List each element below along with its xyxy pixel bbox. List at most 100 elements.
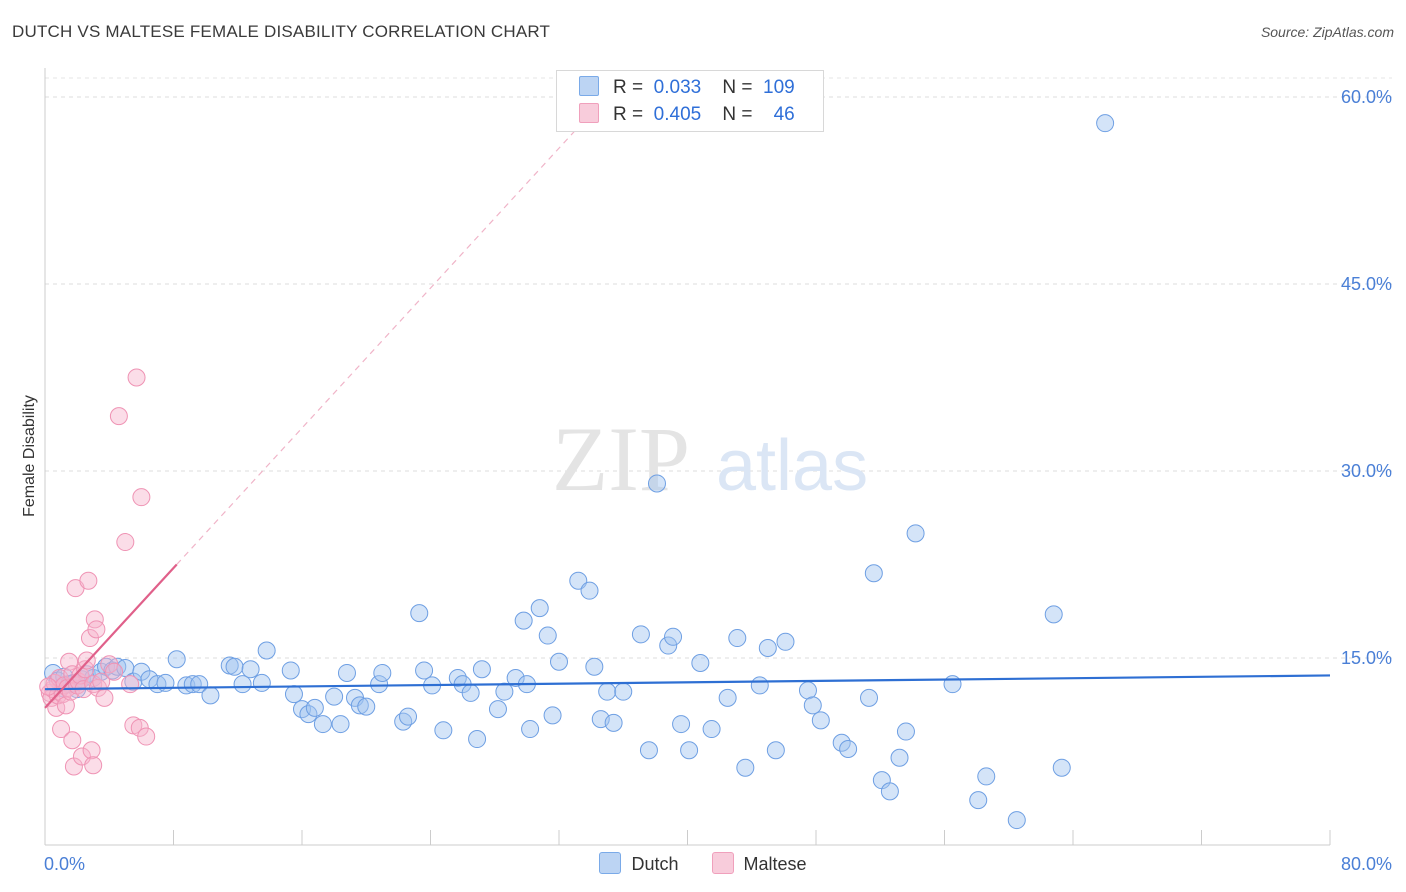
dutch-point-27 xyxy=(233,675,252,694)
dutch-point-39 xyxy=(337,663,356,682)
maltese-legend-label: Maltese xyxy=(743,854,807,874)
chart-title: DUTCH VS MALTESE FEMALE DISABILITY CORRE… xyxy=(12,22,551,41)
dutch-point-35 xyxy=(305,698,324,717)
dutch-point-31 xyxy=(281,661,300,680)
dutch-point-104 xyxy=(1007,811,1026,830)
dutch-point-63 xyxy=(538,626,557,645)
dutch-n-value: 109 xyxy=(763,77,795,98)
dutch-point-26 xyxy=(225,657,244,676)
maltese-swatch xyxy=(579,103,599,123)
dutch-point-82 xyxy=(718,688,737,707)
maltese-r-label: R = xyxy=(613,104,644,125)
dutch-point-76 xyxy=(659,636,678,655)
dutch-point-42 xyxy=(357,697,376,716)
dutch-point-48 xyxy=(415,661,434,680)
dutch-point-102 xyxy=(969,791,988,810)
maltese-point-7 xyxy=(52,720,71,739)
dutch-point-95 xyxy=(864,564,883,583)
dutch-point-77 xyxy=(664,627,683,646)
dutch-point-83 xyxy=(728,629,747,648)
maltese-point-44 xyxy=(137,727,156,746)
source-credit: Source: ZipAtlas.com xyxy=(1260,24,1394,40)
dutch-point-24 xyxy=(201,686,220,705)
dutch-point-78 xyxy=(672,715,691,734)
maltese-point-25 xyxy=(79,571,98,590)
maltese-n-value: 46 xyxy=(773,104,795,125)
tick-labels: 15.0% 30.0% 45.0% 60.0% 0.0% 80.0% xyxy=(44,87,1392,874)
dutch-point-53 xyxy=(461,683,480,702)
dutch-point-38 xyxy=(331,715,350,734)
x-tick-label-min: 0.0% xyxy=(44,854,85,874)
dutch-point-91 xyxy=(811,711,830,730)
maltese-point-37 xyxy=(109,407,128,426)
axes xyxy=(44,68,1331,846)
dutch-point-64 xyxy=(543,706,562,725)
maltese-point-34 xyxy=(95,688,114,707)
legend-row-dutch: R = 0.033 N = 109 xyxy=(579,76,795,100)
dutch-point-32 xyxy=(284,685,303,704)
dutch-point-45 xyxy=(394,712,413,731)
dutch-point-89 xyxy=(798,681,817,700)
dutch-point-43 xyxy=(370,675,389,694)
legend-item-dutch[interactable]: Dutch xyxy=(599,852,678,875)
dutch-point-68 xyxy=(585,657,604,676)
dutch-point-80 xyxy=(691,653,710,672)
dutch-point-94 xyxy=(860,688,879,707)
dutch-point-74 xyxy=(639,741,658,760)
correlation-legend: R = 0.033 N = 109 R = 0.405 N = 46 xyxy=(556,70,824,132)
y-tick-label-15: 15.0% xyxy=(1341,648,1392,668)
dutch-point-87 xyxy=(766,741,785,760)
watermark-atlas: atlas xyxy=(716,426,868,506)
dutch-point-21 xyxy=(177,676,196,695)
dutch-point-86 xyxy=(758,639,777,658)
dutch-legend-swatch xyxy=(599,852,622,874)
dutch-r-value: 0.033 xyxy=(653,77,702,98)
dutch-trend-line xyxy=(44,674,1331,691)
dutch-point-73 xyxy=(631,625,650,644)
series-legend: Dutch Maltese xyxy=(0,852,1406,875)
dutch-point-62 xyxy=(530,599,549,618)
dutch-point-57 xyxy=(495,682,514,701)
dutch-point-20 xyxy=(167,650,186,669)
legend-item-maltese[interactable]: Maltese xyxy=(711,852,807,875)
data-points xyxy=(39,114,1115,830)
legend-row-maltese: R = 0.405 N = 46 xyxy=(579,103,795,127)
dutch-point-28 xyxy=(241,660,260,679)
watermark: ZIP atlas xyxy=(552,408,868,510)
dutch-point-93 xyxy=(839,740,858,759)
dutch-point-56 xyxy=(488,700,507,719)
maltese-trend-extension xyxy=(176,121,584,565)
maltese-n-label: N = xyxy=(722,104,753,125)
y-tick-label-45: 45.0% xyxy=(1341,274,1392,294)
trend-lines xyxy=(176,121,584,565)
dutch-point-107 xyxy=(1096,114,1115,133)
dutch-point-99 xyxy=(896,722,915,741)
maltese-point-38 xyxy=(116,533,135,552)
maltese-point-43 xyxy=(132,488,151,507)
y-axis-label: Female Disability xyxy=(21,395,38,517)
dutch-r-label: R = xyxy=(613,77,644,98)
maltese-point-27 xyxy=(82,741,101,760)
y-tick-label-60: 60.0% xyxy=(1341,87,1392,107)
dutch-point-105 xyxy=(1044,605,1063,624)
maltese-trend-line xyxy=(44,563,178,709)
dutch-point-90 xyxy=(803,696,822,715)
dutch-point-30 xyxy=(257,641,276,660)
dutch-point-79 xyxy=(680,741,699,760)
y-tick-label-30: 30.0% xyxy=(1341,461,1392,481)
dutch-point-50 xyxy=(434,721,453,740)
dutch-point-85 xyxy=(750,676,769,695)
dutch-point-44 xyxy=(373,663,392,682)
grid-lines xyxy=(45,77,1392,659)
watermark-zip: ZIP xyxy=(552,408,690,510)
dutch-point-81 xyxy=(702,720,721,739)
dutch-point-54 xyxy=(468,730,487,749)
dutch-point-98 xyxy=(890,748,909,767)
maltese-point-20 xyxy=(71,666,90,685)
dutch-point-47 xyxy=(410,604,429,623)
dutch-point-41 xyxy=(350,696,369,715)
dutch-legend-label: Dutch xyxy=(631,854,679,874)
dutch-point-37 xyxy=(325,687,344,706)
dutch-point-71 xyxy=(604,713,623,732)
dutch-point-65 xyxy=(550,652,568,671)
